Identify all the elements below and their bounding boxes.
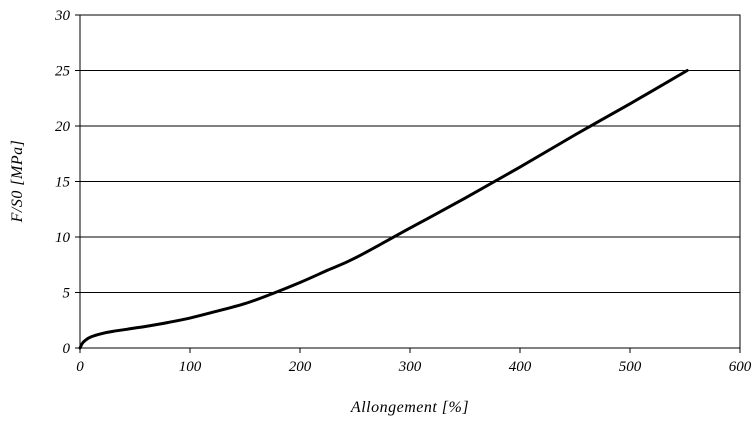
y-tick-label: 10 bbox=[55, 230, 71, 246]
y-tick-label: 30 bbox=[54, 8, 71, 24]
x-tick-label: 400 bbox=[509, 359, 532, 375]
series-line-0 bbox=[78, 69, 689, 350]
y-axis: 0 5 10 15 20 25 30 bbox=[54, 8, 80, 357]
x-axis: 0 100 200 300 400 500 600 bbox=[76, 348, 752, 375]
x-tick-label: 600 bbox=[729, 359, 752, 375]
x-tick-label: 300 bbox=[398, 359, 422, 375]
x-tick-label: 0 bbox=[76, 359, 84, 375]
x-axis-title: Allongement [%] bbox=[350, 399, 469, 416]
y-tick-label: 0 bbox=[63, 341, 71, 357]
x-tick-label: 500 bbox=[619, 359, 642, 375]
y-tick-label: 20 bbox=[55, 119, 71, 135]
grid-lines bbox=[80, 70, 740, 293]
y-tick-label: 25 bbox=[55, 64, 71, 80]
x-tick-label: 200 bbox=[289, 359, 312, 375]
series-layer bbox=[78, 69, 689, 350]
x-tick-label: 100 bbox=[179, 359, 202, 375]
y-axis-title: F/S0 [MPa] bbox=[9, 140, 26, 224]
y-tick-label: 5 bbox=[63, 286, 71, 302]
y-tick-label: 15 bbox=[55, 175, 71, 191]
